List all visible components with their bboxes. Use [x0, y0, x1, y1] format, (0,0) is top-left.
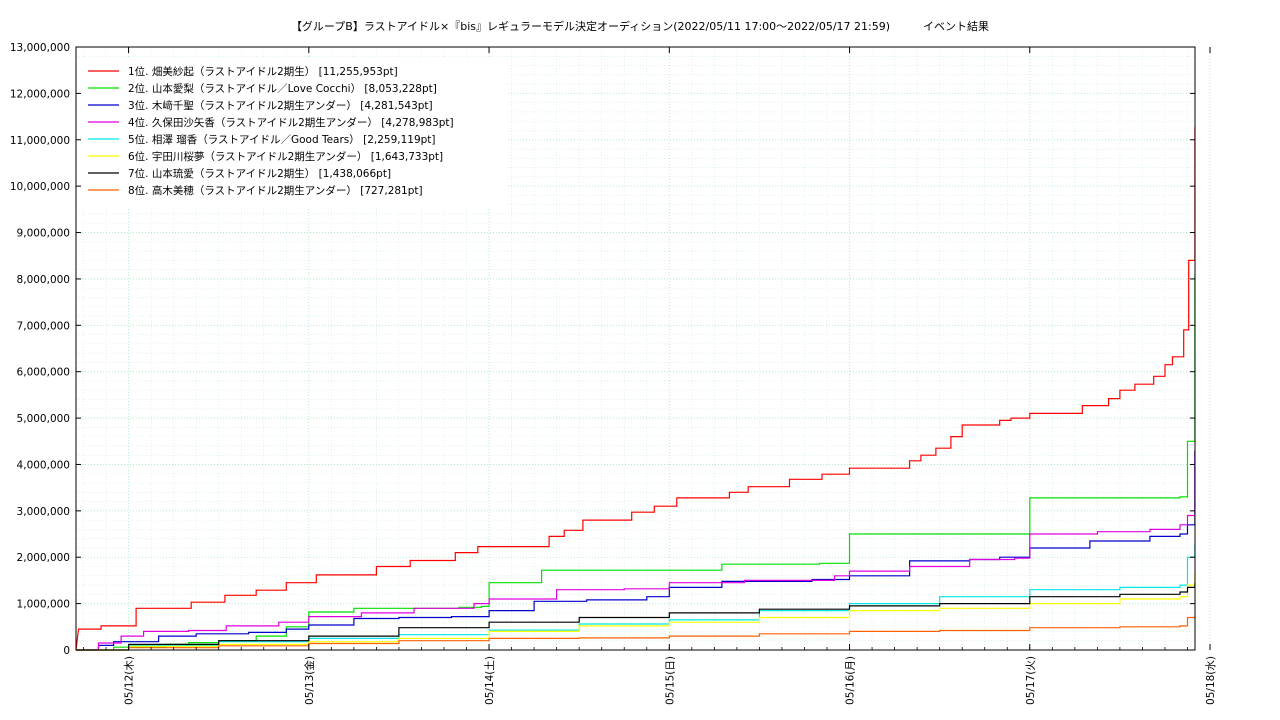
x-tick-label: 05/16(月) — [845, 656, 857, 705]
legend-background — [78, 58, 508, 208]
y-tick-label: 6,000,000 — [17, 367, 70, 379]
x-tick-label: 05/13(金) — [303, 656, 316, 705]
y-tick-label: 4,000,000 — [17, 459, 70, 471]
series-line-3 — [76, 450, 1196, 651]
legend-label-4: 4位. 久保田沙矢香（ラストアイドル2期生アンダー） [4,278,983pt] — [128, 116, 454, 129]
y-tick-label: 12,000,000 — [10, 88, 70, 100]
y-tick-label: 8,000,000 — [17, 274, 70, 286]
y-tick-label: 13,000,000 — [10, 42, 70, 54]
series-layer — [75, 127, 1196, 651]
y-tick-label: 9,000,000 — [17, 228, 70, 240]
y-tick-label: 5,000,000 — [17, 413, 70, 425]
chart-title: 【グループB】ラストアイドル×『bis』レギュラーモデル決定オーディション(20… — [290, 20, 990, 33]
y-tick-label: 0 — [63, 645, 70, 657]
y-tick-label: 7,000,000 — [17, 320, 70, 332]
y-tick-label: 10,000,000 — [10, 181, 70, 193]
x-tick-label: 05/14(土) — [483, 656, 496, 705]
y-tick-label: 2,000,000 — [17, 552, 70, 564]
legend-label-8: 8位. 高木美穂（ラストアイドル2期生アンダー） [727,281pt] — [128, 184, 423, 197]
series-line-7 — [76, 582, 1196, 651]
series-line-2 — [76, 275, 1196, 651]
series-line-1 — [75, 127, 1196, 651]
series-line-4 — [76, 450, 1196, 651]
x-tick-label: 05/18(水) — [1205, 656, 1217, 705]
y-tick-label: 3,000,000 — [17, 506, 70, 518]
legend-label-7: 7位. 山本琉愛（ラストアイドル2期生） [1,438,066pt] — [128, 167, 391, 180]
legend: 1位. 畑美紗起（ラストアイドル2期生） [11,255,953pt] 2位. 山… — [88, 65, 454, 197]
y-tick-label: 11,000,000 — [10, 135, 70, 147]
y-tick-label: 1,000,000 — [17, 599, 70, 611]
legend-label-2: 2位. 山本愛梨（ラストアイドル／Love Cocchi） [8,053,228… — [128, 82, 437, 95]
x-tick-label: 05/17(火) — [1025, 656, 1037, 705]
legend-label-6: 6位. 宇田川桜夢（ラストアイドル2期生アンダー） [1,643,733pt] — [128, 150, 443, 163]
x-tick-label: 05/15(日) — [664, 656, 676, 705]
axis-ticks: 0 1,000,000 2,000,000 3,000,000 4,000,000 5,0… — [10, 42, 1217, 705]
legend-label-5: 5位. 相澤 瑠香（ラストアイドル／Good Tears） [2,259,119… — [128, 133, 436, 146]
plot-frame — [75, 46, 1196, 651]
x-tick-label: 05/12(木) — [124, 656, 136, 705]
legend-label-1: 1位. 畑美紗起（ラストアイドル2期生） [11,255,953pt] — [128, 65, 398, 78]
legend-label-3: 3位. 木﨑千聖（ラストアイドル2期生アンダー） [4,281,543pt] — [128, 99, 433, 112]
